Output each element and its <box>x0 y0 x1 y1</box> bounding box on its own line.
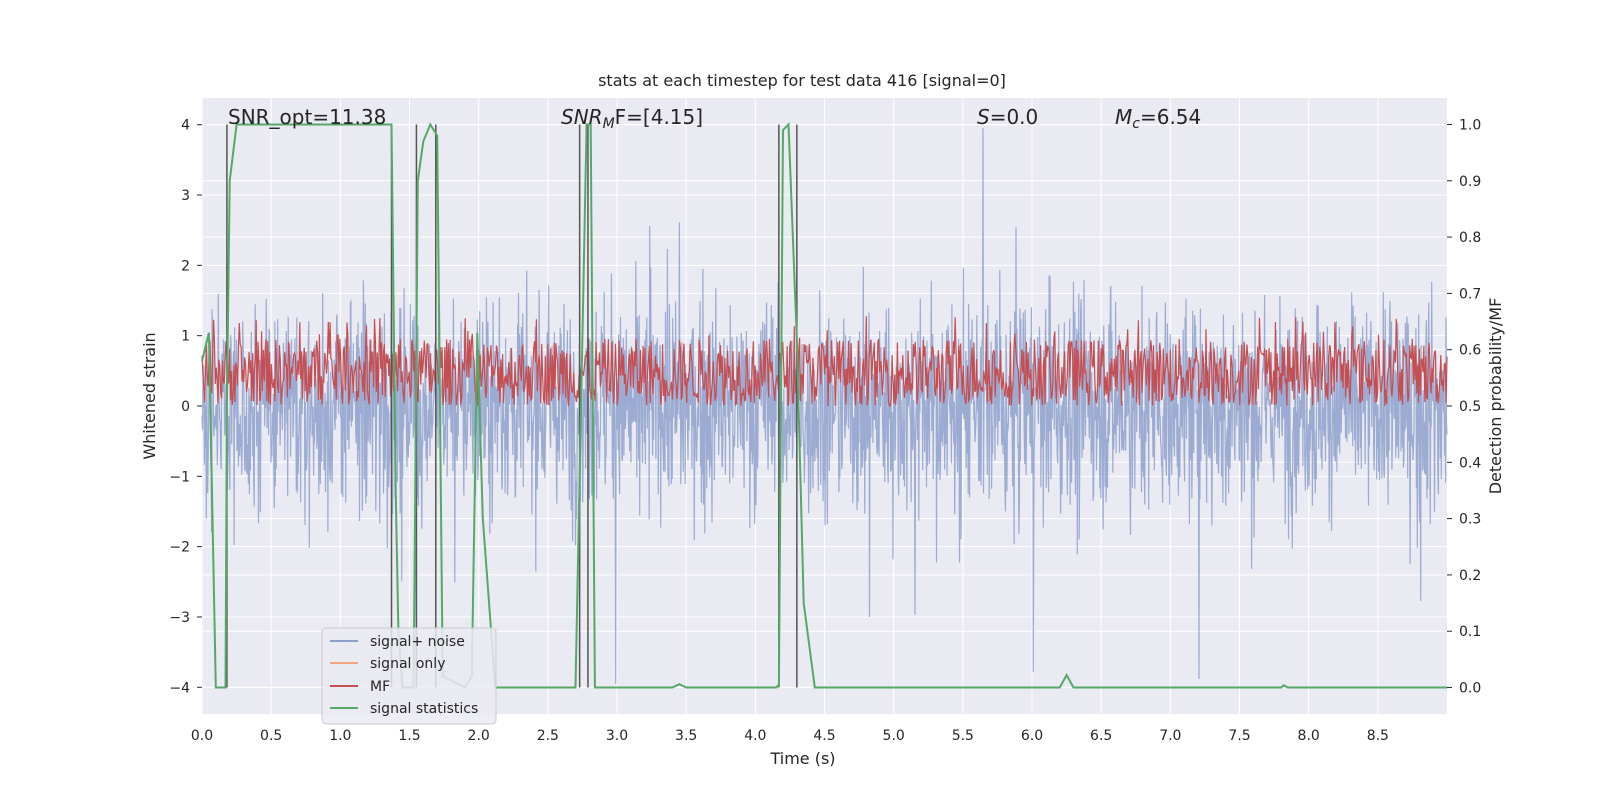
y-axis-label: Whitened strain <box>140 332 159 459</box>
y2-tick-label: 1.0 <box>1459 117 1481 133</box>
x-tick-label: 8.5 <box>1367 728 1389 744</box>
x-tick-label: 6.0 <box>1021 728 1043 744</box>
signal-statistics-line <box>201 122 1447 689</box>
x-tick-label: 5.5 <box>952 728 974 744</box>
snr-opt-annotation: SNR_opt=11.38 <box>228 105 386 129</box>
x-tick-label: 1.5 <box>398 728 420 744</box>
snr-mf-annotation: SNRMF=[4.15] <box>561 105 703 132</box>
x-axis-label: Time (s) <box>769 749 835 768</box>
signal-statistics-series <box>201 122 1447 689</box>
y-tick-label: −4 <box>169 680 190 696</box>
y2-tick-label: 0.5 <box>1459 399 1481 415</box>
x-tick-label: 6.5 <box>1090 728 1112 744</box>
x-tick-label: 7.5 <box>1228 728 1250 744</box>
y2-tick-label: 0.3 <box>1459 512 1481 528</box>
signal-noise-line <box>201 128 1448 684</box>
y2-tick-label: 0.7 <box>1459 286 1481 302</box>
y-tick-label: 2 <box>181 258 190 274</box>
s-annotation: S=0.0 <box>977 105 1038 129</box>
x-tick-label: 4.0 <box>744 728 766 744</box>
x-tick-label: 3.0 <box>606 728 628 744</box>
y-tick-label: 3 <box>181 188 190 204</box>
y2-tick-label: 0.6 <box>1459 343 1481 359</box>
y-tick-label: −2 <box>169 540 190 556</box>
y2-tick-label: 0.0 <box>1459 681 1481 697</box>
legend-label-mf: MF <box>370 679 390 695</box>
signal-noise-series <box>201 128 1448 684</box>
y-tick-label: −3 <box>169 610 190 626</box>
x-tick-label: 0.0 <box>191 728 213 744</box>
y2-axis-label: Detection probability/MF <box>1486 298 1505 495</box>
legend-label-signal-statistics: signal statistics <box>370 701 478 717</box>
x-tick-label: 1.0 <box>329 728 351 744</box>
x-tick-label: 7.0 <box>1159 728 1181 744</box>
y2-tick-label: 0.8 <box>1459 230 1481 246</box>
mf-series <box>201 316 1448 407</box>
y2-axis-ticks: 1.0 0.9 0.8 0.7 0.6 0.5 0.4 0.3 0.2 0.1 0.0 <box>1447 117 1481 697</box>
legend: signal+ noise signal only MF signal stat… <box>321 627 497 725</box>
y-tick-label: 0 <box>181 399 190 415</box>
y-tick-label: −1 <box>169 469 190 485</box>
mf-line <box>201 316 1448 407</box>
chart-title: stats at each timestep for test data 416… <box>598 71 1006 90</box>
x-tick-label: 2.5 <box>537 728 559 744</box>
y2-tick-label: 0.2 <box>1459 568 1481 584</box>
vertical-markers <box>226 124 798 688</box>
y-tick-label: 4 <box>181 118 190 134</box>
legend-label-noise: signal+ noise <box>370 634 465 650</box>
legend-box <box>321 627 497 725</box>
y-axis-ticks: 4 3 2 1 0 −1 −2 −3 −4 <box>169 118 202 696</box>
legend-label-signal-only: signal only <box>370 656 445 672</box>
y-tick-label: 1 <box>181 329 190 345</box>
x-tick-label: 2.0 <box>468 728 490 744</box>
x-axis-ticks: 0.0 0.5 1.0 1.5 2.0 2.5 3.0 3.5 4.0 4.5 5.0 5.5 6.0 6… <box>191 728 1389 744</box>
x-tick-label: 4.5 <box>813 728 835 744</box>
y2-tick-label: 0.4 <box>1459 455 1481 471</box>
y2-tick-label: 0.1 <box>1459 624 1481 640</box>
x-tick-label: 0.5 <box>260 728 282 744</box>
y2-tick-label: 0.9 <box>1459 174 1481 190</box>
x-tick-label: 5.0 <box>883 728 905 744</box>
mc-annotation: Mc=6.54 <box>1115 105 1201 132</box>
x-tick-label: 8.0 <box>1298 728 1320 744</box>
x-tick-label: 3.5 <box>675 728 697 744</box>
